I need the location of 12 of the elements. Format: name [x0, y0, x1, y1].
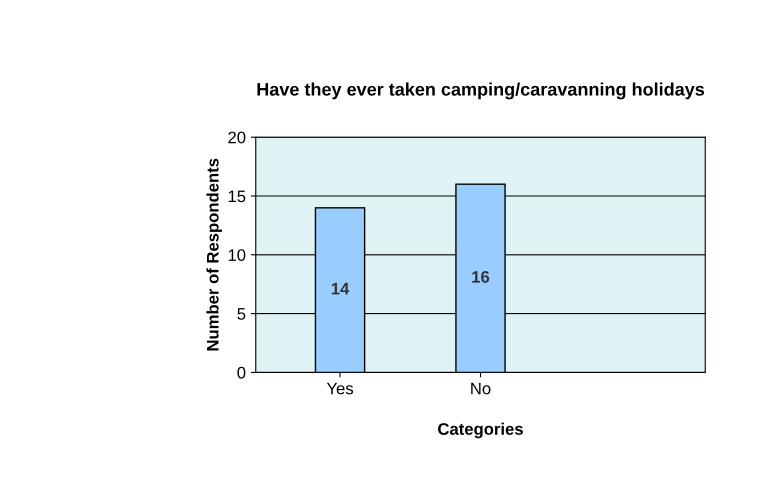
chart-title: Have they ever taken camping/caravanning holidays	[257, 82, 704, 100]
x-tick-label: No	[471, 382, 490, 394]
y-tick-label: 5	[237, 308, 246, 320]
x-axis-title: Categories	[438, 422, 523, 438]
y-axis-title: Number of Respondents	[206, 158, 222, 350]
y-tick-label: 15	[228, 190, 246, 202]
y-tick-label: 20	[228, 132, 246, 144]
y-tick-label: 0	[237, 366, 246, 379]
data-label: 16	[472, 270, 490, 283]
x-tick-label: Yes	[326, 382, 354, 394]
data-label: 14	[332, 282, 350, 294]
y-tick-label: 10	[228, 249, 246, 262]
